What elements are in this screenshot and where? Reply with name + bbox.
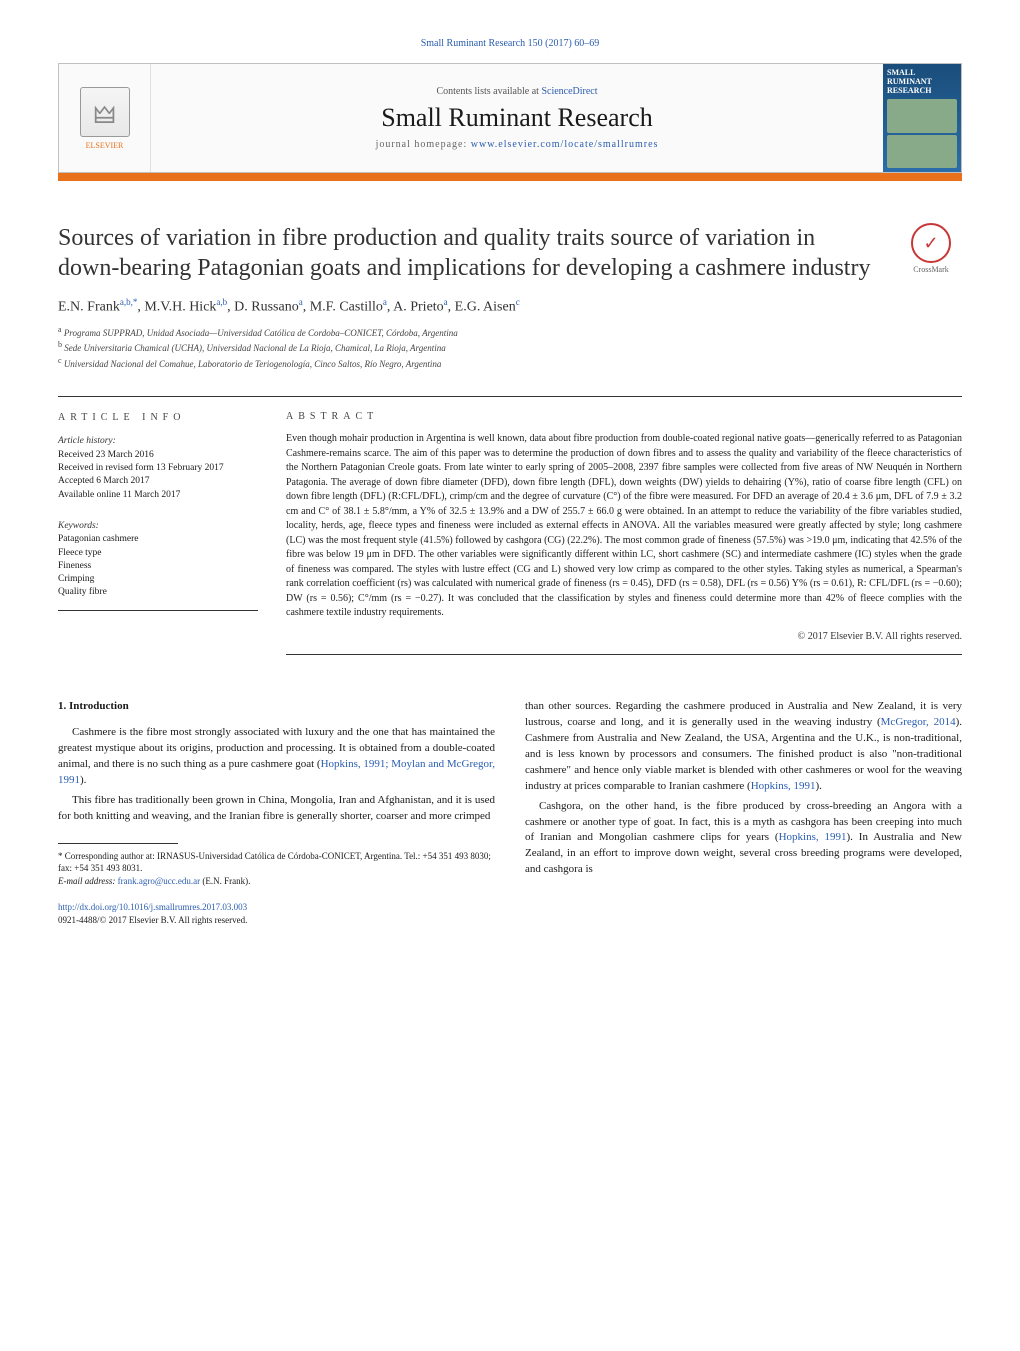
homepage-link[interactable]: www.elsevier.com/locate/smallrumres xyxy=(471,139,659,150)
journal-header-center: Contents lists available at ScienceDirec… xyxy=(151,86,883,150)
article-info-label: ARTICLE INFO xyxy=(58,411,258,425)
history-online: Available online 11 March 2017 xyxy=(58,489,258,502)
email-link[interactable]: frank.agro@ucc.edu.ar xyxy=(118,876,201,886)
crossmark-icon: ✓ xyxy=(911,223,951,263)
contents-line: Contents lists available at ScienceDirec… xyxy=(151,86,883,97)
header-citation: Small Ruminant Research 150 (2017) 60–69 xyxy=(58,38,962,49)
footnote-separator xyxy=(58,843,178,844)
doi-link[interactable]: http://dx.doi.org/10.1016/j.smallrumres.… xyxy=(58,902,247,912)
body-paragraph: Cashgora, on the other hand, is the fibr… xyxy=(525,799,962,879)
keyword: Crimping xyxy=(58,573,258,586)
publisher-name: ELSEVIER xyxy=(86,141,124,150)
header-accent-rule xyxy=(58,173,962,181)
authors-line: E.N. Franka,b,*, M.V.H. Hicka,b, D. Russ… xyxy=(58,297,962,316)
body-paragraph: than other sources. Regarding the cashme… xyxy=(525,699,962,795)
citation-link[interactable]: Hopkins, 1991 xyxy=(779,831,847,843)
citation-link[interactable]: Hopkins, 1991 xyxy=(751,780,816,792)
body-right-column: than other sources. Regarding the cashme… xyxy=(525,699,962,927)
crossmark-label: CrossMark xyxy=(913,265,949,274)
journal-homepage: journal homepage: www.elsevier.com/locat… xyxy=(151,139,883,150)
journal-name: Small Ruminant Research xyxy=(151,103,883,133)
affiliations: a Programa SUPPRAD, Unidad Asociada—Univ… xyxy=(58,324,962,371)
history-accepted: Accepted 6 March 2017 xyxy=(58,475,258,488)
body-columns: 1. Introduction Cashmere is the fibre mo… xyxy=(58,699,962,927)
section-heading: 1. Introduction xyxy=(58,699,495,715)
body-paragraph: This fibre has traditionally been grown … xyxy=(58,793,495,825)
sciencedirect-link[interactable]: ScienceDirect xyxy=(541,86,597,97)
history-revised: Received in revised form 13 February 201… xyxy=(58,462,258,475)
elsevier-logo[interactable]: 🜲 ELSEVIER xyxy=(59,64,151,172)
affiliation-a: a Programa SUPPRAD, Unidad Asociada—Univ… xyxy=(58,324,962,340)
article-title: Sources of variation in fibre production… xyxy=(58,223,880,283)
footer-block: http://dx.doi.org/10.1016/j.smallrumres.… xyxy=(58,901,495,926)
history-heading: Article history: xyxy=(58,435,258,448)
affiliation-c: c Universidad Nacional del Comahue, Labo… xyxy=(58,355,962,371)
issn-line: 0921-4488/© 2017 Elsevier B.V. All right… xyxy=(58,914,495,927)
body-left-column: 1. Introduction Cashmere is the fibre mo… xyxy=(58,699,495,927)
abstract-column: ABSTRACT Even though mohair production i… xyxy=(286,397,962,655)
article-info-column: ARTICLE INFO Article history: Received 2… xyxy=(58,397,258,655)
homepage-prefix: journal homepage: xyxy=(376,139,471,150)
keywords-heading: Keywords: xyxy=(58,520,258,533)
email-line: E-mail address: frank.agro@ucc.edu.ar (E… xyxy=(58,875,495,888)
footnotes: * Corresponding author at: IRNASUS-Unive… xyxy=(58,850,495,888)
cover-images xyxy=(887,99,957,168)
citation-link[interactable]: McGregor, 2014 xyxy=(881,716,956,728)
abstract-text: Even though mohair production in Argenti… xyxy=(286,432,962,621)
journal-cover-thumbnail[interactable]: SMALL RUMINANT RESEARCH xyxy=(883,64,961,172)
cover-title: SMALL RUMINANT RESEARCH xyxy=(887,68,957,95)
body-paragraph: Cashmere is the fibre most strongly asso… xyxy=(58,725,495,789)
abstract-copyright: © 2017 Elsevier B.V. All rights reserved… xyxy=(286,631,962,642)
history-received: Received 23 March 2016 xyxy=(58,449,258,462)
keyword: Fleece type xyxy=(58,547,258,560)
elsevier-tree-icon: 🜲 xyxy=(80,87,130,137)
crossmark-badge[interactable]: ✓ CrossMark xyxy=(900,223,962,274)
affiliation-b: b Sede Universitaria Chamical (UCHA), Un… xyxy=(58,339,962,355)
keyword: Fineness xyxy=(58,560,258,573)
keyword: Quality fibre xyxy=(58,586,258,599)
abstract-label: ABSTRACT xyxy=(286,411,962,422)
contents-prefix: Contents lists available at xyxy=(436,86,541,97)
keyword: Patagonian cashmere xyxy=(58,533,258,546)
corresponding-author: * Corresponding author at: IRNASUS-Unive… xyxy=(58,850,495,875)
journal-header: 🜲 ELSEVIER Contents lists available at S… xyxy=(58,63,962,173)
